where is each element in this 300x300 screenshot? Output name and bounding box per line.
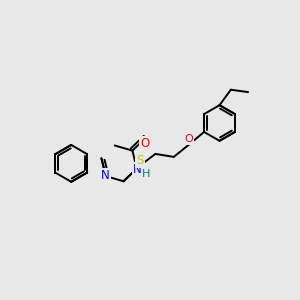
Text: S: S [136,154,144,167]
Text: N: N [101,169,110,182]
Text: H: H [142,169,150,179]
Text: O: O [140,137,149,150]
Text: O: O [184,134,193,144]
Text: N: N [133,163,142,176]
